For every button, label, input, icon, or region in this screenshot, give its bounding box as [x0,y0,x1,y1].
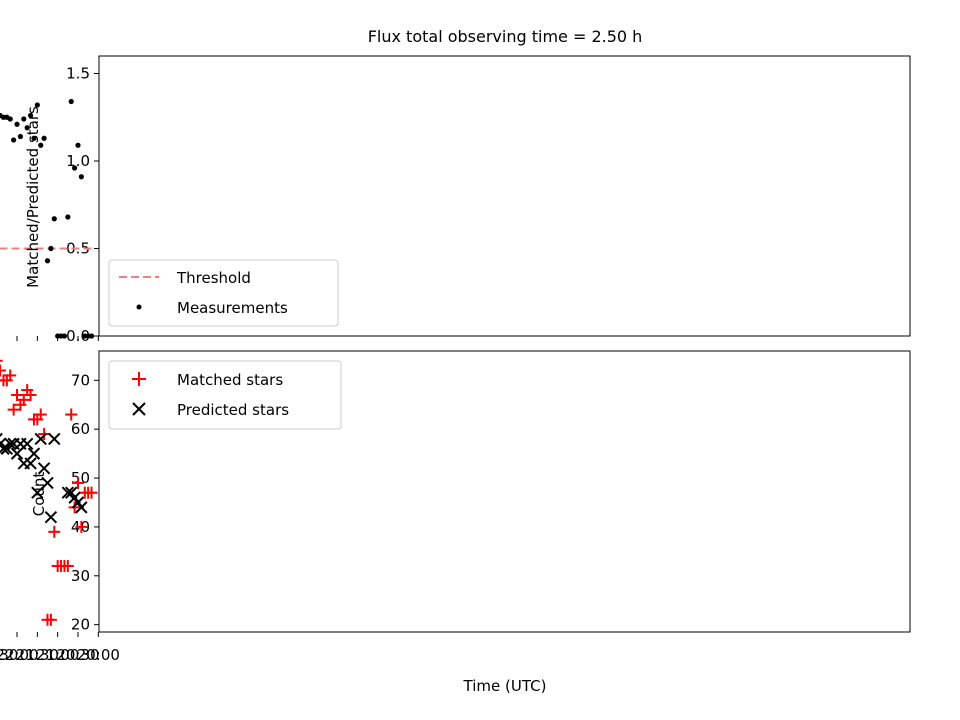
matched-star-point [11,388,24,401]
matched-star-point [0,359,3,362]
x-tick-label: 21:30 [16,646,59,664]
predicted-star-point [7,437,20,451]
count-legend[interactable]: Matched stars Predicted stars [108,360,342,430]
matched-star-point [78,486,91,499]
predicted-star-point [0,437,7,451]
matched-star-point [65,408,78,421]
legend-measurements-swatch [136,304,142,310]
x-tick-label: 20:00 [77,646,120,664]
ratio-panel: Flux total observing time = 2.50 h 0.00.… [0,27,911,345]
measurement-point [11,137,17,143]
matched-star-point [0,364,7,377]
measurement-point [31,135,37,141]
measurement-point [51,216,57,222]
count-plot-frame [98,350,911,633]
matched-star-point [41,613,54,626]
ratio-y-axis-label: Matched/Predicted stars [24,106,42,288]
predicted-star-point [37,462,51,475]
matched-star-point [75,520,88,533]
legend-predicted-swatch [132,402,146,416]
y-tick-label: 1.5 [66,65,90,83]
predicted-star-point [34,432,47,446]
y-tick-label: 70 [71,371,90,389]
predicted-star-point [41,476,54,490]
measurement-point [82,333,88,339]
matched-star-point [71,476,84,489]
ratio-legend[interactable]: Threshold Measurements [108,259,339,327]
x-tick-label: 20:30 [56,646,99,664]
predicted-star-point [44,510,58,524]
matched-star-point [27,413,40,426]
measurement-point [44,258,51,264]
predicted-star-point [61,486,75,499]
measurement-point [38,142,44,148]
predicted-star-point [31,486,44,499]
measurement-point [75,142,81,148]
predicted-star-point [48,432,61,446]
legend-box [108,360,342,430]
measurement-points [0,98,95,339]
x-tick-label: 21:00 [36,646,79,664]
measurement-point [27,112,34,119]
legend-matched-label: Matched stars [177,371,283,389]
measurement-point [14,121,20,127]
measurement-point [21,116,27,122]
matched-star-point [68,501,81,514]
matched-stars-points [0,359,98,626]
measurement-point [41,135,47,141]
chart-title: Flux total observing time = 2.50 h [368,27,643,46]
predicted-star-point [0,442,14,455]
measurement-point [34,102,40,108]
matched-star-point [48,525,61,538]
y-tick-label: 60 [71,420,90,438]
matched-star-point [51,560,64,573]
measurement-point [78,174,84,180]
predicted-star-point [27,447,41,460]
matched-star-point [14,398,27,411]
y-tick-label: 20 [71,616,90,634]
measurement-point [72,165,78,171]
measurement-point [65,214,71,220]
predicted-stars-points [0,432,88,524]
y-tick-label: 1.0 [66,152,90,170]
legend-threshold-label: Threshold [176,269,251,287]
y-tick-label: 30 [71,567,90,585]
legend-matched-swatch [132,372,146,386]
x-tick-label: 22:30 [0,646,18,664]
legend-predicted-label: Predicted stars [177,401,289,419]
y-tick-label: 50 [71,469,90,487]
measurement-point [55,333,61,339]
predicted-star-point [65,486,78,499]
measurement-point [24,125,30,131]
legend-measurements-label: Measurements [177,299,288,317]
measurement-point [48,245,54,252]
count-panel: 20304050607020:0020:3021:0021:3022:0022:… [0,350,911,695]
matched-star-point [7,403,20,416]
time-x-axis-label: Time (UTC) [463,677,547,695]
x-tick-label: 22:00 [0,646,39,664]
count-axis-ticks: 20304050607020:0020:3021:0021:3022:0022:… [0,371,120,664]
matched-star-point [0,374,10,387]
predicted-star-point [0,442,10,455]
predicted-star-point [0,432,3,446]
matched-star-point [21,384,34,397]
predicted-star-point [17,457,31,470]
count-y-axis-label: Count [30,472,48,517]
measurement-point [68,98,74,105]
matched-star-point [38,428,51,441]
predicted-star-point [10,447,24,460]
measurement-point [17,133,24,140]
ratio-plot-frame [98,55,911,337]
measurement-point [0,112,3,119]
legend-box [108,259,339,327]
